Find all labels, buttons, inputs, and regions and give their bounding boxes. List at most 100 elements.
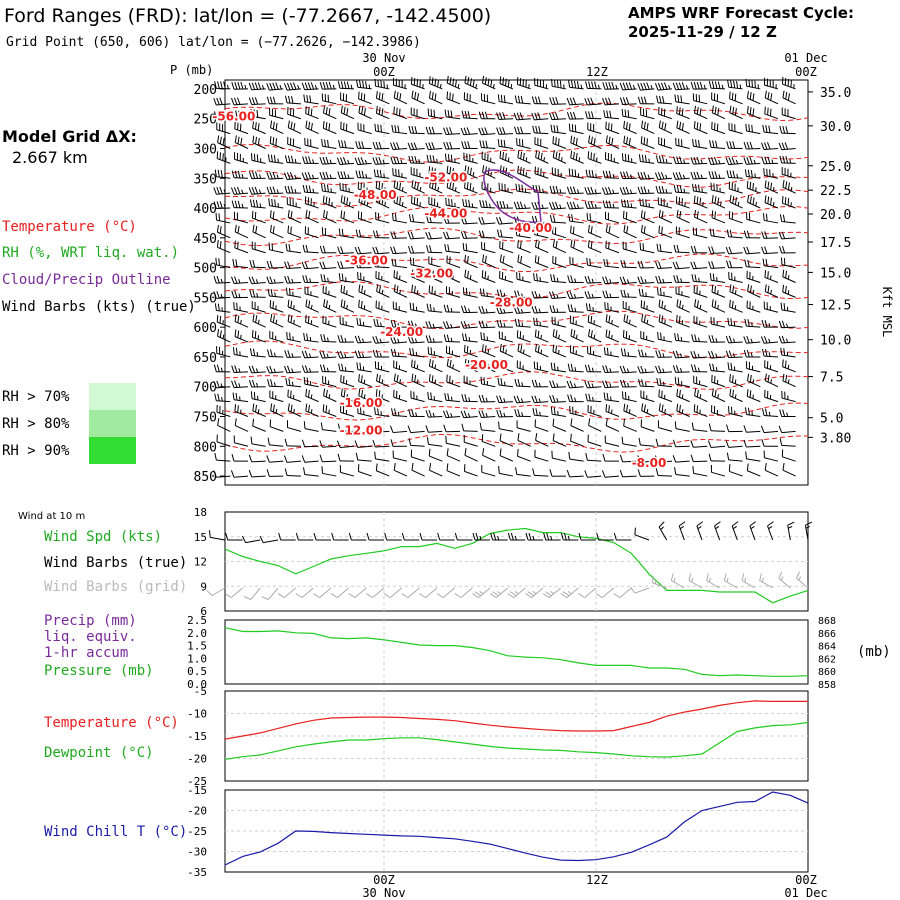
upper-air-barb <box>284 155 301 164</box>
barb-flag <box>693 350 697 359</box>
barb-staff <box>657 282 672 284</box>
barb-flag <box>663 82 668 90</box>
upper-air-barb <box>743 141 761 150</box>
barb-staff <box>286 460 302 463</box>
barb-flag <box>393 106 395 114</box>
barb-flag <box>288 244 291 252</box>
barb-staff <box>729 112 743 120</box>
barb-flag <box>781 142 786 150</box>
barb-flag <box>586 257 589 266</box>
barb-half-flag <box>662 278 665 283</box>
barb-staff <box>286 162 301 164</box>
barb-half-flag <box>432 323 435 328</box>
barb-half-flag <box>755 187 757 192</box>
barb-staff <box>534 118 549 121</box>
barb-flag <box>443 334 447 342</box>
barb-flag <box>429 463 432 471</box>
barb-flag <box>499 289 503 297</box>
barb-flag <box>657 82 662 91</box>
barb-staff <box>252 127 266 135</box>
barb-flag <box>557 138 560 146</box>
barb-flag <box>426 245 429 253</box>
barb-staff <box>322 145 337 149</box>
isotherm-label: -36.00 <box>345 254 388 268</box>
barb-flag <box>676 314 678 323</box>
barb-flag <box>503 95 506 103</box>
barb-staff <box>747 380 761 388</box>
barb-staff <box>498 401 514 404</box>
barb-half-flag <box>350 84 353 89</box>
barb-staff <box>781 326 796 329</box>
barb-flag <box>346 197 349 205</box>
barb-staff <box>569 475 584 478</box>
barb-staff <box>534 401 549 404</box>
height-tick-label: 10.0 <box>820 334 851 349</box>
barb-flag <box>604 97 609 105</box>
barb-flag <box>587 201 591 209</box>
barb-staff <box>217 231 231 239</box>
barb-half-flag <box>718 174 721 179</box>
upper-air-barb <box>213 364 231 373</box>
wind-barb-grid <box>595 587 614 599</box>
upper-air-barb <box>619 276 637 285</box>
barb-flag <box>330 593 338 599</box>
barb-half-flag <box>787 275 790 280</box>
barb-half-flag <box>503 412 506 417</box>
barb-flag <box>237 330 240 338</box>
barb-flag <box>425 321 429 329</box>
barb-flag <box>390 348 394 357</box>
barb-flag <box>460 231 465 239</box>
upper-air-barb <box>551 79 567 90</box>
upper-air-barb <box>743 156 761 165</box>
upper-air-barb <box>569 345 584 358</box>
barb-flag <box>286 331 288 340</box>
barb-half-flag <box>787 290 790 295</box>
barb-flag <box>340 246 344 254</box>
barb-half-flag <box>454 187 457 192</box>
barb-flag <box>373 259 376 267</box>
wind-barb-grid <box>348 587 367 599</box>
barb-flag <box>372 439 376 448</box>
y-tick-label: -30 <box>187 846 207 859</box>
barb-flag <box>346 81 350 89</box>
barb-flag <box>602 380 606 388</box>
barb-flag <box>519 241 522 249</box>
barb-flag <box>785 126 789 134</box>
wind-barbs-grid-label: Wind Barbs (grid) <box>44 579 187 595</box>
barb-flag <box>319 245 323 253</box>
wind-barb-grid <box>419 587 438 599</box>
barb-flag <box>449 77 452 85</box>
barb-staff <box>269 397 284 403</box>
wind-barb-true <box>714 521 721 541</box>
upper-air-barb <box>444 393 461 403</box>
barb-staff <box>429 365 443 373</box>
barb-flag <box>543 532 547 541</box>
upper-air-barb <box>411 284 425 298</box>
barb-half-flag <box>580 84 583 89</box>
upper-air-barb <box>373 259 390 269</box>
barb-half-flag <box>699 394 702 399</box>
barb-flag <box>216 314 219 323</box>
barb-staff <box>622 103 637 105</box>
upper-air-barb <box>213 201 231 209</box>
barb-flag <box>499 343 502 352</box>
upper-air-barb <box>690 171 708 180</box>
barb-staff <box>551 401 566 403</box>
barb-flag <box>712 140 715 148</box>
barb-flag <box>623 418 626 427</box>
upper-air-barb <box>603 392 620 403</box>
barb-flag <box>446 127 450 135</box>
upper-air-barb <box>461 141 478 149</box>
barb-flag <box>266 366 270 374</box>
barb-half-flag <box>702 202 704 207</box>
barb-half-flag <box>734 289 737 295</box>
upper-air-barb <box>673 156 690 164</box>
barb-flag <box>478 394 482 403</box>
upper-air-barb <box>252 314 266 328</box>
barb-flag <box>219 315 222 324</box>
barb-flag <box>428 126 432 134</box>
upper-air-barb <box>496 409 513 418</box>
barb-flag <box>464 141 468 149</box>
barb-flag <box>446 255 448 263</box>
barb-flag <box>746 157 750 165</box>
